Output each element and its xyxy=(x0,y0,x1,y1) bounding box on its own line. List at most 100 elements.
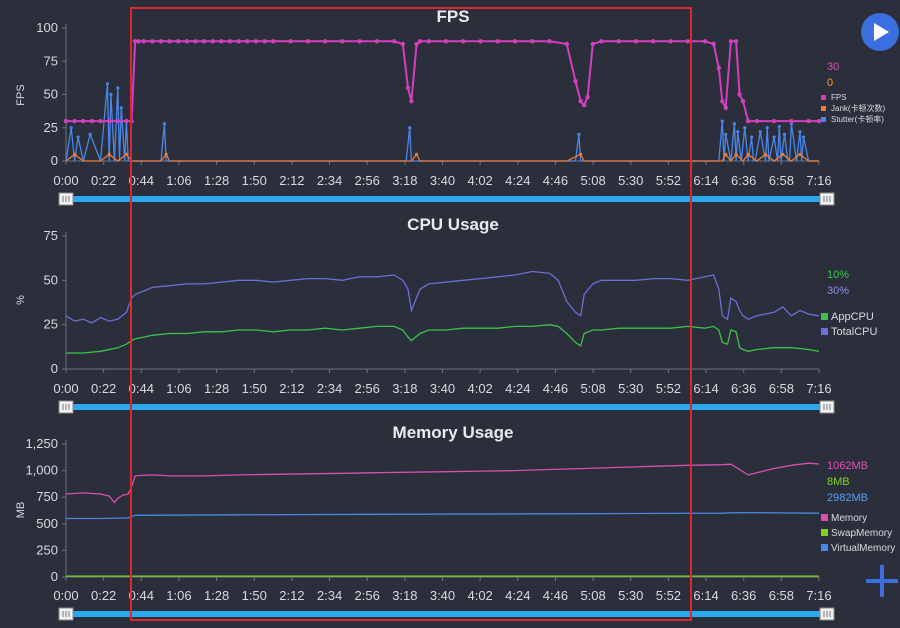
data-point xyxy=(124,152,129,156)
x-tick-label: 5:30 xyxy=(618,588,643,603)
data-point xyxy=(63,118,69,124)
time-range-slider[interactable] xyxy=(70,611,822,617)
legend-label: Stutter(卡顿率) xyxy=(831,114,884,124)
data-point xyxy=(115,118,121,124)
time-range-slider[interactable] xyxy=(70,404,822,410)
data-point xyxy=(728,39,734,44)
add-chart-button[interactable] xyxy=(865,565,899,598)
x-tick-label: 4:24 xyxy=(505,381,530,396)
data-point xyxy=(357,39,362,44)
y-axis-label: FPS xyxy=(15,84,27,105)
data-point xyxy=(400,41,405,47)
data-point xyxy=(720,98,725,104)
data-point xyxy=(750,135,754,139)
data-point xyxy=(740,98,746,104)
x-tick-label: 0:00 xyxy=(53,173,78,188)
x-tick-label: 2:12 xyxy=(279,588,304,603)
y-tick-label: 25 xyxy=(44,120,58,135)
x-tick-label: 6:58 xyxy=(769,381,794,396)
x-tick-label: 0:44 xyxy=(129,588,154,603)
data-point xyxy=(743,126,747,130)
data-point xyxy=(616,39,621,44)
series-line-1 xyxy=(65,270,820,324)
data-point xyxy=(798,152,802,156)
play-button[interactable] xyxy=(861,13,899,51)
data-point xyxy=(720,119,724,123)
legend-label: AppCPU xyxy=(831,311,874,323)
data-point xyxy=(69,126,73,130)
legend-swatch xyxy=(821,95,826,100)
data-point xyxy=(573,79,578,84)
y-tick-label: 750 xyxy=(36,489,58,504)
data-point xyxy=(164,152,168,156)
current-value-readout: 0 xyxy=(827,77,833,89)
legend-swatch xyxy=(821,529,828,536)
x-tick-label: 2:56 xyxy=(355,381,380,396)
chart-panel-0: FPS FPS 0 25 50 75 100 0:00 0:22 0:44 1:06 1:28 1:50… xyxy=(15,7,886,206)
chart-title: Memory Usage xyxy=(393,423,514,442)
chart-panel-1: CPU Usage% 0 25 50 75 0:00 0:22 0:44 1:06 1:28 1:5… xyxy=(15,215,878,414)
data-point xyxy=(414,41,419,47)
x-tick-label: 1:06 xyxy=(166,588,191,603)
data-point xyxy=(417,39,423,44)
series-line-0 xyxy=(66,40,819,123)
data-point xyxy=(734,152,738,156)
data-point xyxy=(162,122,167,126)
x-tick-label: 4:02 xyxy=(467,588,492,603)
data-point xyxy=(106,118,112,124)
data-point xyxy=(409,98,414,104)
series-line-0 xyxy=(66,324,820,354)
data-point xyxy=(801,135,806,139)
x-tick-label: 4:46 xyxy=(543,381,568,396)
legend-swatch xyxy=(821,313,828,320)
x-tick-label: 2:56 xyxy=(355,588,380,603)
data-point xyxy=(414,152,419,156)
data-point xyxy=(711,41,716,47)
x-tick-label: 5:30 xyxy=(618,173,643,188)
data-point xyxy=(668,39,673,44)
x-tick-label: 1:50 xyxy=(242,173,267,188)
data-point xyxy=(590,41,595,47)
y-tick-label: 0 xyxy=(51,569,58,584)
x-tick-label: 2:12 xyxy=(279,173,304,188)
data-point xyxy=(581,102,587,108)
current-value-readout: 2982MB xyxy=(827,492,868,504)
chart-title: CPU Usage xyxy=(407,215,499,234)
y-tick-label: 50 xyxy=(44,87,58,102)
data-point xyxy=(305,39,310,44)
data-point xyxy=(405,85,411,91)
data-point xyxy=(124,118,129,124)
data-point xyxy=(512,39,518,44)
x-tick-label: 5:52 xyxy=(656,588,681,603)
x-tick-label: 7:16 xyxy=(806,588,831,603)
data-point xyxy=(633,39,639,44)
x-tick-label: 5:08 xyxy=(580,588,605,603)
data-point xyxy=(408,126,412,130)
x-tick-label: 1:50 xyxy=(242,381,267,396)
x-tick-label: 2:12 xyxy=(279,381,304,396)
x-tick-label: 6:14 xyxy=(693,173,718,188)
y-tick-label: 500 xyxy=(36,516,58,531)
data-point xyxy=(426,39,431,44)
x-tick-label: 3:40 xyxy=(430,173,455,188)
x-tick-label: 1:06 xyxy=(166,173,191,188)
x-tick-label: 4:46 xyxy=(543,588,568,603)
data-point xyxy=(262,39,267,44)
data-point xyxy=(789,118,794,124)
x-tick-label: 6:14 xyxy=(693,381,718,396)
data-point xyxy=(219,39,224,44)
y-tick-label: 75 xyxy=(44,53,58,68)
data-point xyxy=(72,118,77,124)
x-tick-label: 2:56 xyxy=(355,173,380,188)
data-point xyxy=(781,152,785,156)
data-point xyxy=(184,39,190,44)
x-tick-label: 0:22 xyxy=(91,588,116,603)
time-range-slider[interactable] xyxy=(70,196,822,202)
current-value-readout: 10% xyxy=(827,269,849,281)
x-tick-label: 0:22 xyxy=(91,381,116,396)
data-point xyxy=(577,132,581,136)
legend-label: SwapMemory xyxy=(831,528,892,539)
series-line-2 xyxy=(65,83,819,162)
plus-icon-vertical xyxy=(880,565,884,597)
data-point xyxy=(201,39,207,44)
